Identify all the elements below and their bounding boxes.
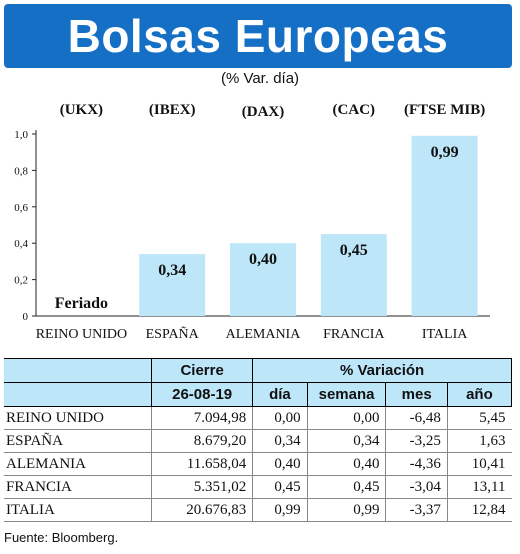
cell-ano: 12,84 xyxy=(446,498,512,522)
category-label: ITALIA xyxy=(422,327,468,342)
cell-dia: 0,99 xyxy=(252,498,308,522)
index-label: (DAX) xyxy=(242,104,285,120)
table-row: REINO UNIDO 7.094,98 0,00 0,00 -6,48 5,45 xyxy=(4,406,512,430)
cell-mes: -3,04 xyxy=(385,475,448,499)
y-tick-label: 0,2 xyxy=(14,275,28,287)
source-note: Fuente: Bloomberg. xyxy=(4,530,119,545)
category-label: REINO UNIDO xyxy=(36,327,127,342)
cell-cierre: 8.679,20 xyxy=(151,429,253,453)
bar-value-label: Feriado xyxy=(55,295,108,312)
y-tick-label: 0,6 xyxy=(14,202,28,214)
col-header-ano: año xyxy=(446,382,513,407)
cell-mes: -6,48 xyxy=(385,406,448,430)
category-label: ESPAÑA xyxy=(146,326,200,342)
cell-dia: 0,34 xyxy=(252,429,308,453)
cell-ano: 5,45 xyxy=(446,406,512,430)
cell-dia: 0,00 xyxy=(252,406,308,430)
category-label: ALEMANIA xyxy=(226,327,302,342)
group-header-variacion: % Variación xyxy=(252,358,512,383)
cell-semana: 0,99 xyxy=(306,498,386,522)
bar xyxy=(139,254,206,316)
y-tick-label: 0,8 xyxy=(14,165,28,177)
bar-value-label: 0,40 xyxy=(249,251,277,268)
cell-semana: 0,34 xyxy=(306,429,386,453)
bar xyxy=(230,243,296,316)
cell-ano: 10,41 xyxy=(446,452,512,476)
table-row: ITALIA 20.676,83 0,99 0,99 -3,37 12,84 xyxy=(4,498,512,522)
col-header-cierre: 26-08-19 xyxy=(151,382,254,407)
cell-ano: 1,63 xyxy=(446,429,512,453)
cell-ano: 13,11 xyxy=(446,475,512,499)
col-header-dia: día xyxy=(252,382,308,407)
group-header-cierre: Cierre xyxy=(151,358,254,383)
y-tick-label: 0,4 xyxy=(14,238,28,250)
row-name: REINO UNIDO xyxy=(4,406,152,430)
col-header-semana: semana xyxy=(306,382,387,407)
col-header-mes: mes xyxy=(385,382,448,407)
cell-dia: 0,40 xyxy=(252,452,308,476)
y-tick-label: 0 xyxy=(23,311,29,323)
cell-dia: 0,45 xyxy=(252,475,308,499)
row-name: ALEMANIA xyxy=(4,452,152,476)
cell-cierre: 5.351,02 xyxy=(151,475,253,499)
cell-semana: 0,45 xyxy=(306,475,386,499)
bar-value-label: 0,34 xyxy=(158,262,186,279)
y-tick-label: 1,0 xyxy=(14,129,28,141)
cell-mes: -4,36 xyxy=(385,452,448,476)
table-row: ALEMANIA 11.658,04 0,40 0,40 -4,36 10,41 xyxy=(4,452,512,476)
cell-cierre: 11.658,04 xyxy=(151,452,253,476)
cell-semana: 0,00 xyxy=(306,406,386,430)
category-label: FRANCIA xyxy=(323,327,385,342)
row-name: ESPAÑA xyxy=(4,429,152,453)
page-title: Bolsas Europeas xyxy=(67,10,449,62)
title-banner: Bolsas Europeas xyxy=(4,4,512,68)
bar-value-label: 0,99 xyxy=(431,144,459,161)
cell-cierre: 7.094,98 xyxy=(151,406,253,430)
cell-semana: 0,40 xyxy=(306,452,386,476)
index-label: (IBEX) xyxy=(149,102,196,118)
row-name: FRANCIA xyxy=(4,475,152,499)
table-corner-2 xyxy=(4,382,153,407)
stock-table: Cierre % Variación 26-08-19 día semana m… xyxy=(4,358,513,522)
table-row: FRANCIA 5.351,02 0,45 0,45 -3,04 13,11 xyxy=(4,475,512,499)
bar xyxy=(411,135,478,316)
bar-chart: 0 0,2 0,4 0,6 0,8 1,0 (UKX) REINO UNIDO Feriado (… xyxy=(14,102,490,342)
bar xyxy=(320,234,387,316)
table-corner xyxy=(4,358,153,383)
index-label: (CAC) xyxy=(333,102,376,118)
cell-mes: -3,25 xyxy=(385,429,448,453)
row-name: ITALIA xyxy=(4,498,152,522)
cell-mes: -3,37 xyxy=(385,498,448,522)
table-row: ESPAÑA 8.679,20 0,34 0,34 -3,25 1,63 xyxy=(4,429,512,453)
index-label: (FTSE MIB) xyxy=(404,102,485,118)
cell-cierre: 20.676,83 xyxy=(151,498,253,522)
bar-value-label: 0,45 xyxy=(340,242,368,259)
index-label: (UKX) xyxy=(60,102,103,118)
chart-subtitle: (% Var. día) xyxy=(220,70,300,87)
